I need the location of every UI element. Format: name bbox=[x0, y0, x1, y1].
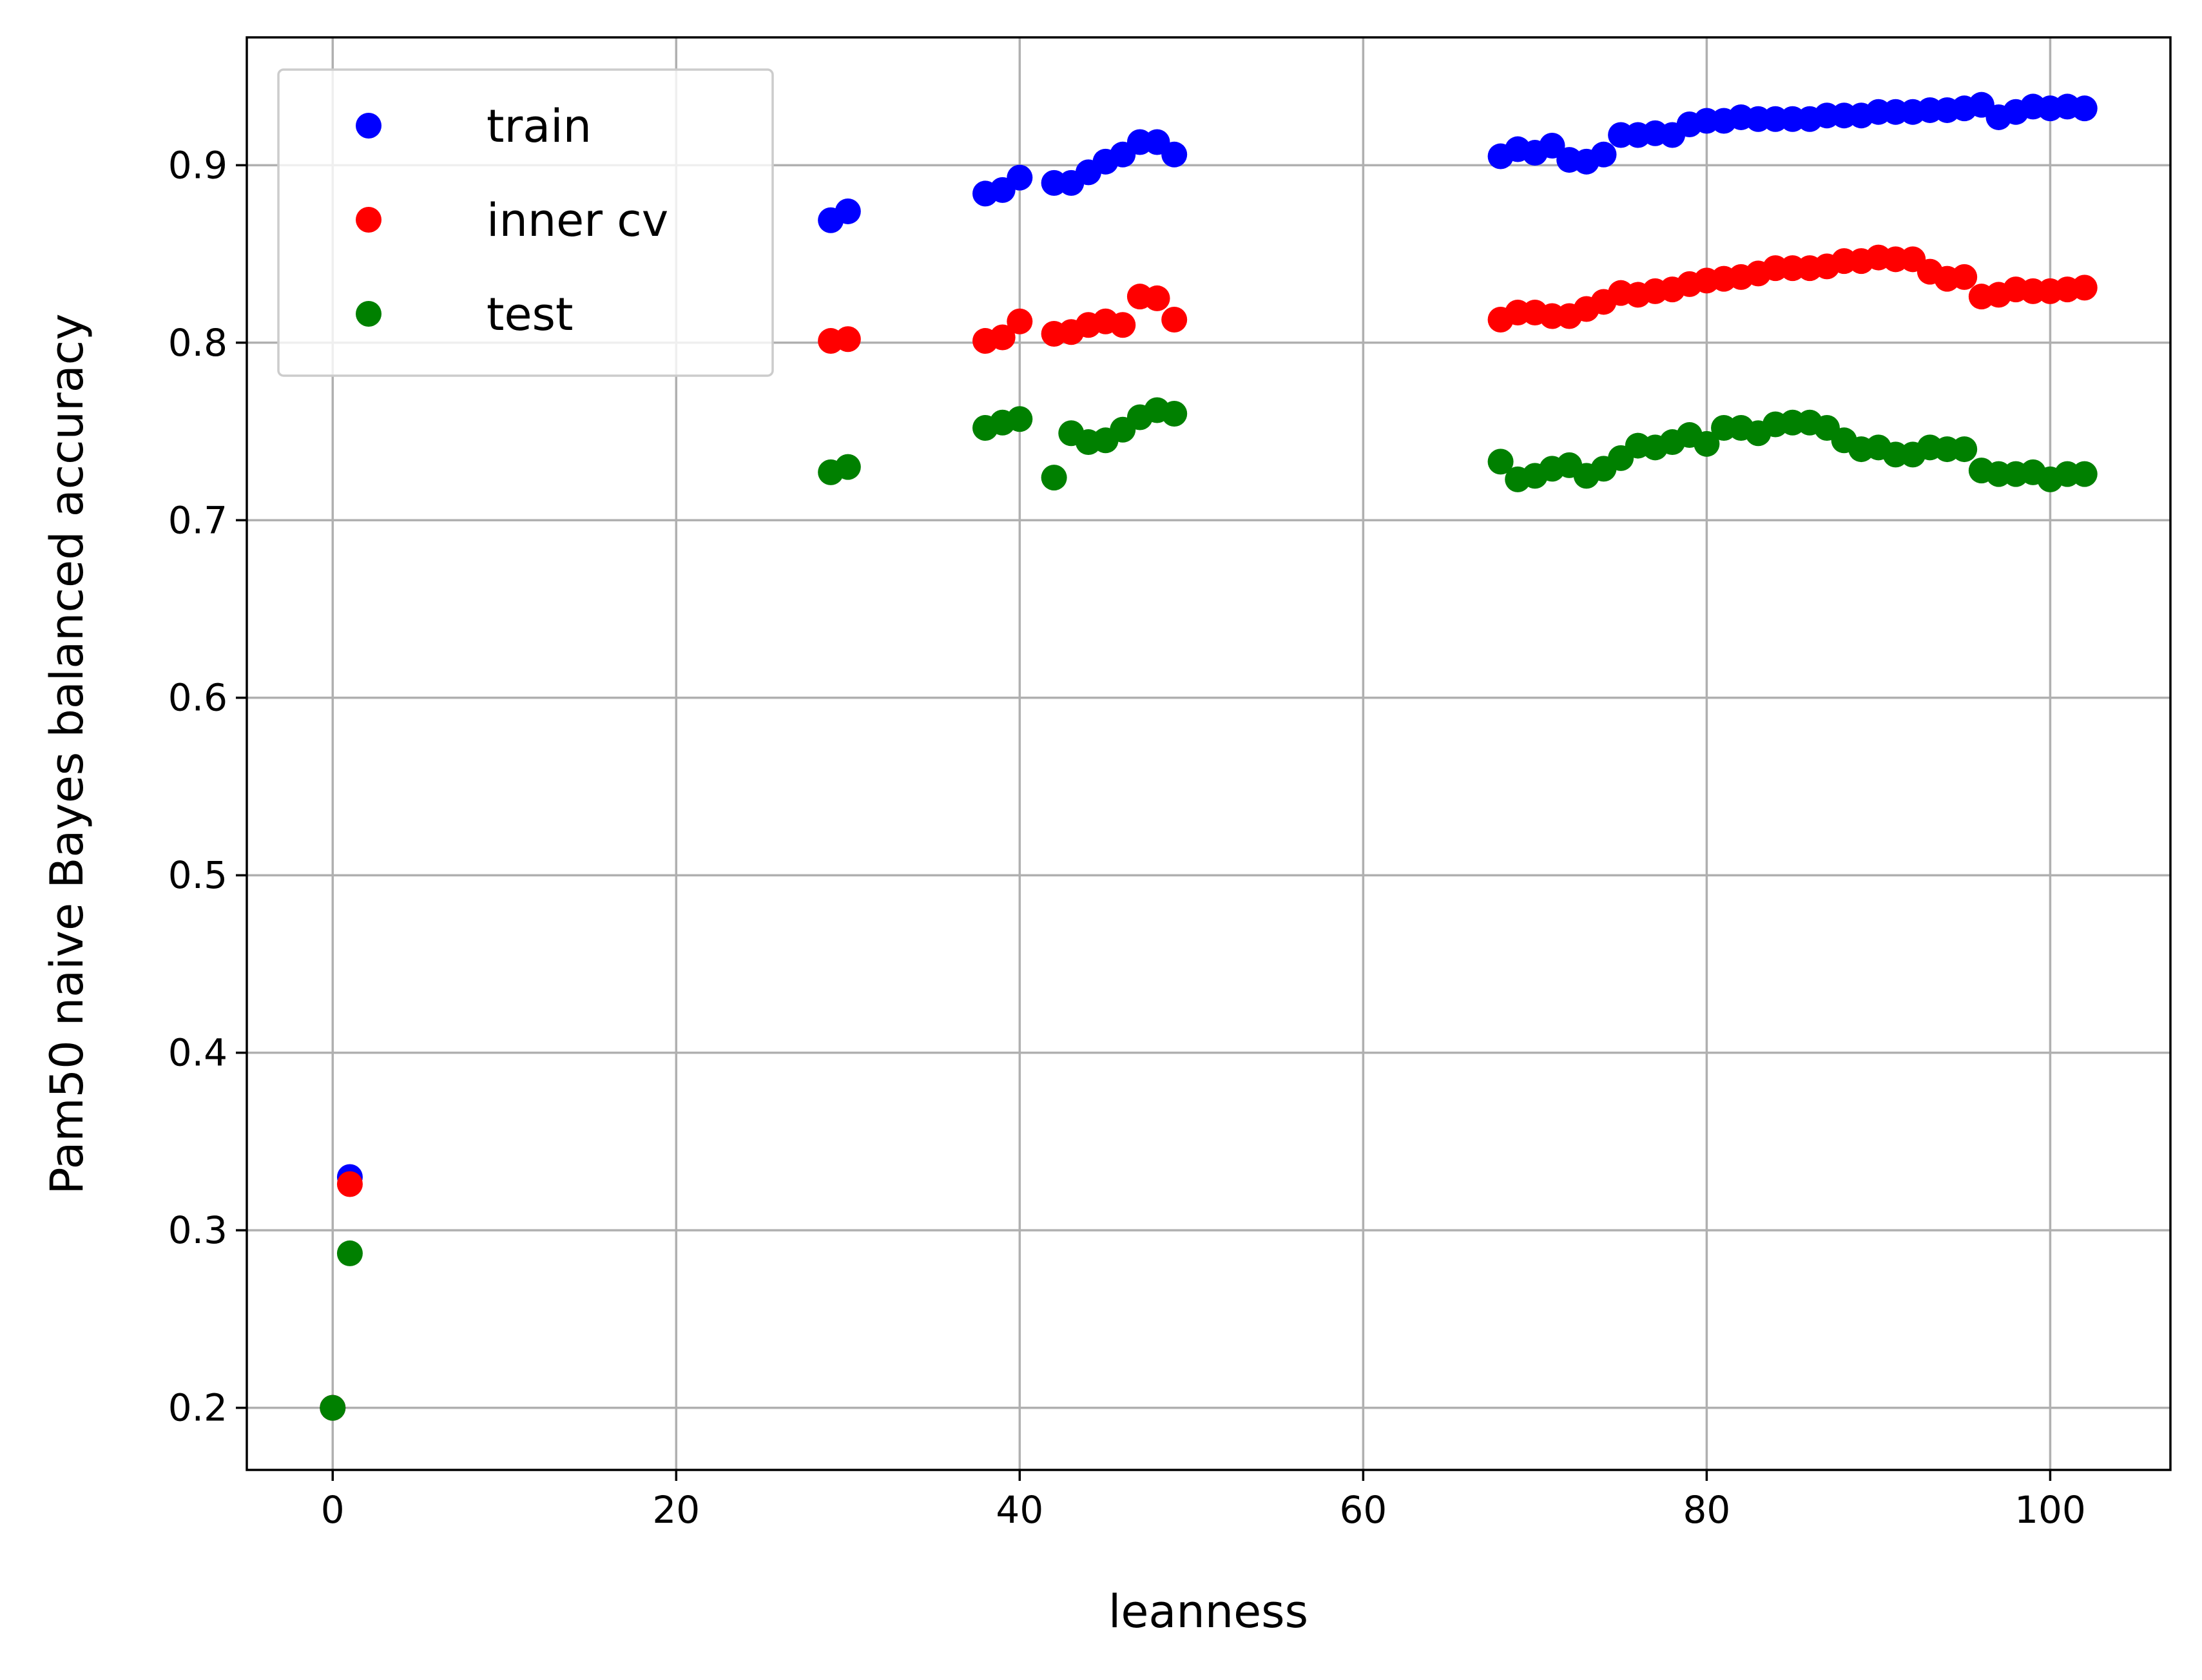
data-point bbox=[1951, 264, 1978, 290]
data-point bbox=[1110, 312, 1136, 338]
data-point bbox=[835, 454, 861, 480]
data-points bbox=[320, 92, 2098, 1421]
x-tick-label: 80 bbox=[1683, 1488, 1730, 1532]
data-point bbox=[336, 1240, 363, 1266]
x-tick-label: 0 bbox=[321, 1488, 345, 1532]
data-point bbox=[1161, 400, 1188, 427]
data-point bbox=[835, 326, 861, 352]
data-point bbox=[1161, 141, 1188, 168]
data-point bbox=[1694, 430, 1720, 457]
y-tick-label: 0.9 bbox=[168, 143, 227, 187]
legend-marker bbox=[356, 113, 381, 139]
series-test bbox=[320, 397, 2098, 1421]
data-point bbox=[1144, 285, 1170, 311]
data-point bbox=[1007, 164, 1033, 191]
legend-marker bbox=[356, 207, 381, 233]
x-tick-label: 40 bbox=[996, 1488, 1043, 1532]
y-tick-label: 0.4 bbox=[168, 1031, 227, 1075]
legend-marker bbox=[356, 301, 381, 327]
data-point bbox=[1041, 465, 1067, 491]
data-point bbox=[1590, 141, 1617, 168]
legend-label: test bbox=[487, 288, 573, 341]
data-point bbox=[1007, 308, 1033, 334]
series-inner-cv bbox=[320, 244, 2098, 1421]
data-point bbox=[2071, 275, 2098, 301]
y-tick-label: 0.6 bbox=[168, 676, 227, 720]
data-point bbox=[1487, 449, 1514, 475]
data-point bbox=[2071, 95, 2098, 122]
y-tick-label: 0.5 bbox=[168, 853, 227, 897]
data-point bbox=[336, 1171, 363, 1197]
x-tick-label: 100 bbox=[2014, 1488, 2086, 1532]
data-point bbox=[320, 1395, 346, 1421]
legend: train inner cv test bbox=[277, 68, 774, 377]
data-point bbox=[1951, 436, 1978, 463]
x-tick-label: 20 bbox=[652, 1488, 700, 1532]
data-point bbox=[835, 198, 861, 224]
legend-label: train bbox=[487, 100, 592, 153]
plot-frame bbox=[246, 36, 2172, 1471]
x-axis-label: leanness bbox=[1108, 1585, 1308, 1638]
legend-label: inner cv bbox=[487, 194, 668, 247]
data-point bbox=[1007, 406, 1033, 432]
x-tick-label: 60 bbox=[1339, 1488, 1387, 1532]
y-tick-label: 0.3 bbox=[168, 1208, 227, 1252]
data-point bbox=[1539, 133, 1565, 159]
axis-ticks: 0 20 40 60 80 100 0.2 0.3 0.4 0.5 0.6 0.7 0.8 0.9 bbox=[168, 143, 2086, 1532]
y-axis-label: Pam50 naive Bayes balanced accuracy bbox=[41, 313, 93, 1194]
legend-box bbox=[277, 68, 774, 377]
data-point bbox=[2071, 461, 2098, 487]
y-tick-label: 0.8 bbox=[168, 321, 227, 365]
y-tick-label: 0.2 bbox=[168, 1386, 227, 1430]
y-tick-label: 0.7 bbox=[168, 498, 227, 542]
data-point bbox=[1161, 306, 1188, 333]
data-point bbox=[989, 324, 1016, 351]
